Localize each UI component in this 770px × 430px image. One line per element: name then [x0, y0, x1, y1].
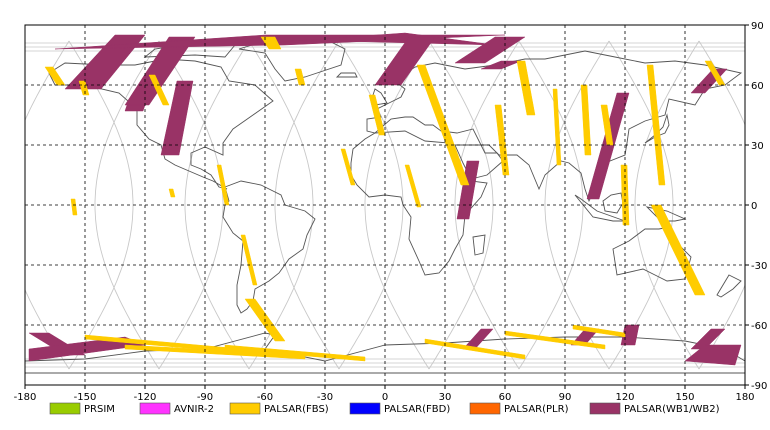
map-frame — [24, 24, 746, 386]
swath-palsar-fbs — [340, 148, 356, 186]
legend-label: PALSAR(FBD) — [384, 404, 450, 415]
legend-item: PALSAR(WB1/WB2) — [589, 402, 720, 415]
swath-palsar-fbs — [260, 36, 282, 50]
swath-palsar-fbs — [494, 104, 510, 176]
swath-palsar-fbs — [78, 80, 90, 96]
x-tick-label: -150 — [74, 392, 97, 403]
legend-label: PALSAR(PLR) — [504, 404, 569, 415]
legend-swatch — [139, 402, 171, 415]
swath-palsar-fbs — [240, 234, 258, 286]
swath-palsar-fbs — [294, 68, 306, 86]
x-axis-ticks: -180 -150 -120 -90 -60 -30 0 30 60 90 120 150 180 — [14, 385, 755, 403]
x-tick-label: -60 — [257, 392, 273, 403]
orbit-track-line — [698, 40, 745, 370]
map-plot-area — [25, 25, 745, 385]
legend-label: PALSAR(WB1/WB2) — [624, 404, 720, 415]
swath-palsar-fbs — [224, 344, 366, 362]
swath-palsar-wb1-wb2 — [454, 36, 526, 64]
orbit-track-line — [25, 40, 70, 370]
x-tick-label: 150 — [675, 392, 694, 403]
orbit-track-line — [364, 40, 430, 370]
legend-swatch — [349, 402, 381, 415]
swath-palsar-wb1-wb2 — [160, 80, 194, 156]
swath-palsar-wb1-wb2 — [620, 324, 640, 346]
y-tick-label: 30 — [751, 141, 764, 152]
swath-palsar-fbs — [704, 60, 726, 86]
x-tick-label: -30 — [317, 392, 333, 403]
swath-palsar-fbs — [70, 198, 78, 216]
x-tick-label: 0 — [382, 392, 388, 403]
legend-swatch — [229, 402, 261, 415]
orbit-track-line — [94, 40, 160, 370]
y-tick-label: -60 — [751, 321, 767, 332]
swath-palsar-fbs — [148, 74, 170, 106]
y-tick-label: 60 — [751, 81, 764, 92]
legend-item: PALSAR(PLR) — [469, 402, 569, 415]
graticule — [25, 25, 745, 385]
x-tick-label: 60 — [499, 392, 512, 403]
legend-label: PRSIM — [84, 404, 115, 415]
swath-palsar-fbs — [552, 88, 562, 166]
coastline-north-america — [48, 58, 274, 190]
orbit-track-line — [184, 40, 250, 370]
y-tick-label: -30 — [751, 261, 767, 272]
y-tick-label: 90 — [751, 21, 764, 32]
legend-label: AVNIR-2 — [174, 404, 214, 415]
coastline-africa — [350, 130, 488, 276]
legend-item: PALSAR(FBS) — [229, 402, 329, 415]
legend-swatch — [589, 402, 621, 415]
legend-swatch — [469, 402, 501, 415]
coverage-swaths — [28, 32, 742, 366]
coastline-iceland — [335, 72, 358, 78]
swath-palsar-fbs — [124, 344, 306, 360]
coastline-new-zealand — [716, 274, 742, 298]
x-tick-label: 30 — [439, 392, 452, 403]
x-tick-label: 120 — [615, 392, 634, 403]
legend-item: PRSIM — [49, 402, 115, 415]
orbit-track-line — [274, 40, 340, 370]
swath-palsar-fbs — [404, 164, 422, 208]
orbit-track-line — [454, 40, 520, 370]
swath-palsar-fbs — [168, 188, 176, 198]
x-tick-label: -180 — [14, 392, 37, 403]
legend-item: PALSAR(FBD) — [349, 402, 450, 415]
y-axis-ticks: 90 60 30 0 -30 -60 -90 — [745, 21, 767, 392]
coastline-australia — [612, 226, 692, 282]
x-tick-label: -120 — [134, 392, 157, 403]
legend-item: AVNIR-2 — [139, 402, 214, 415]
y-tick-label: -90 — [751, 381, 767, 392]
legend: PRSIM AVNIR-2 PALSAR(FBS) PALSAR(FBD) PALSAR… — [49, 402, 720, 415]
x-tick-label: 90 — [559, 392, 572, 403]
coastline-eurasia — [366, 50, 743, 203]
swath-palsar-fbs — [44, 66, 66, 86]
x-tick-label: -90 — [197, 392, 213, 403]
coastline-madagascar — [472, 234, 486, 256]
swath-palsar-wb1-wb2 — [684, 344, 742, 366]
y-tick-label: 0 — [751, 201, 757, 212]
swath-palsar-wb1-wb2 — [124, 104, 146, 112]
x-tick-label: 180 — [735, 392, 754, 403]
legend-label: PALSAR(FBS) — [264, 404, 329, 415]
legend-swatch — [49, 402, 81, 415]
orbit-track-line — [634, 40, 700, 370]
swath-palsar-fbs — [424, 338, 526, 360]
orbit-track-line — [544, 40, 610, 370]
swath-palsar-fbs — [516, 60, 536, 116]
